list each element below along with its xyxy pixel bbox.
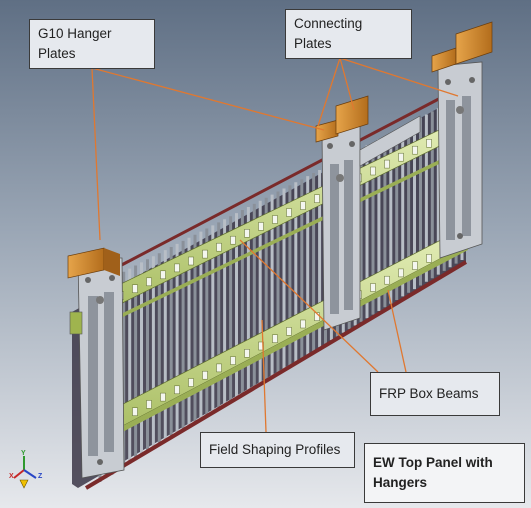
g10-hanger-left (67, 247, 120, 279)
leader-connecting-left (317, 57, 341, 127)
frp-beam-upper-side (96, 146, 468, 330)
beam-slot (286, 208, 292, 217)
beam-slot (188, 378, 194, 387)
callout-connecting-line2: Plates (294, 36, 332, 51)
beam-slot (398, 268, 404, 278)
figure-title-line2: Hangers (373, 475, 428, 490)
beam-slot (426, 139, 432, 148)
beam-slot (188, 256, 194, 266)
leader-connecting-middle (339, 57, 355, 111)
top-rail (111, 90, 453, 272)
beam-slot (216, 363, 222, 373)
leader-g10-middle (91, 67, 325, 131)
beam-slot (160, 270, 166, 280)
callout-g10-hanger-plates: G10 Hanger Plates (29, 19, 155, 69)
callout-field-shaping-profiles: Field Shaping Profiles (200, 432, 355, 468)
bottom-rail (84, 260, 468, 490)
beam-slot (202, 370, 208, 380)
axis-x-label: X (9, 473, 14, 480)
axis-z-label: Z (38, 473, 43, 480)
beam-slot (244, 349, 250, 358)
callout-g10-line2: Plates (38, 46, 76, 61)
beam-slot (230, 235, 236, 245)
leader-connecting-right (339, 57, 459, 97)
frp-beam-lower-side (96, 244, 468, 446)
callout-frp-text: FRP Box Beams (379, 386, 479, 401)
leader-frp-lower (387, 289, 407, 373)
beam-slot (370, 283, 376, 292)
beam-slot (314, 194, 320, 203)
callout-field-shaping-text: Field Shaping Profiles (209, 442, 341, 457)
callout-connecting-line1: Connecting (294, 16, 363, 31)
leader-field-shaping (261, 319, 267, 433)
beam-slot (384, 159, 390, 169)
beam-slot (132, 407, 138, 416)
beam-slot (216, 242, 222, 252)
beam-slot (272, 215, 278, 224)
beam-slot (412, 145, 418, 155)
beam-slot (384, 275, 390, 285)
beam-slot (286, 327, 292, 336)
beam-slot (244, 229, 250, 238)
callout-connecting-plates: Connecting Plates (285, 9, 412, 59)
beam-slot (230, 356, 236, 365)
support-plate-left (69, 257, 125, 479)
beam-slot (146, 277, 152, 287)
figure-title-line1: EW Top Panel with (373, 455, 493, 470)
beam-slot (398, 152, 404, 162)
beam-slot (300, 201, 306, 210)
beam-slot (272, 334, 278, 343)
beam-slot (146, 400, 152, 409)
callout-frp-box-beams: FRP Box Beams (370, 372, 500, 416)
axis-triad: X Y Z (9, 450, 43, 489)
beam-slot (412, 261, 418, 270)
connecting-plate-body (359, 115, 421, 167)
axis-y-label: Y (21, 450, 26, 457)
leader-frp-upper (239, 239, 379, 373)
beam-slot (160, 392, 166, 402)
beam-slot (426, 254, 432, 263)
g10-hanger-middle (315, 95, 369, 143)
leader-lines (91, 57, 459, 433)
beam-slot (202, 249, 208, 259)
beam-slot (258, 222, 264, 231)
beam-slot (132, 284, 138, 293)
beam-slot (300, 319, 306, 329)
beam-slot (370, 166, 376, 176)
callout-g10-line1: G10 Hanger (38, 26, 112, 41)
g10-hanger-right (431, 21, 493, 73)
support-plate-right (437, 61, 483, 259)
beam-slot (174, 263, 180, 273)
beam-slot (174, 385, 180, 395)
figure-title-box: EW Top Panel with Hangers (364, 443, 525, 503)
leader-g10-left (91, 67, 101, 241)
